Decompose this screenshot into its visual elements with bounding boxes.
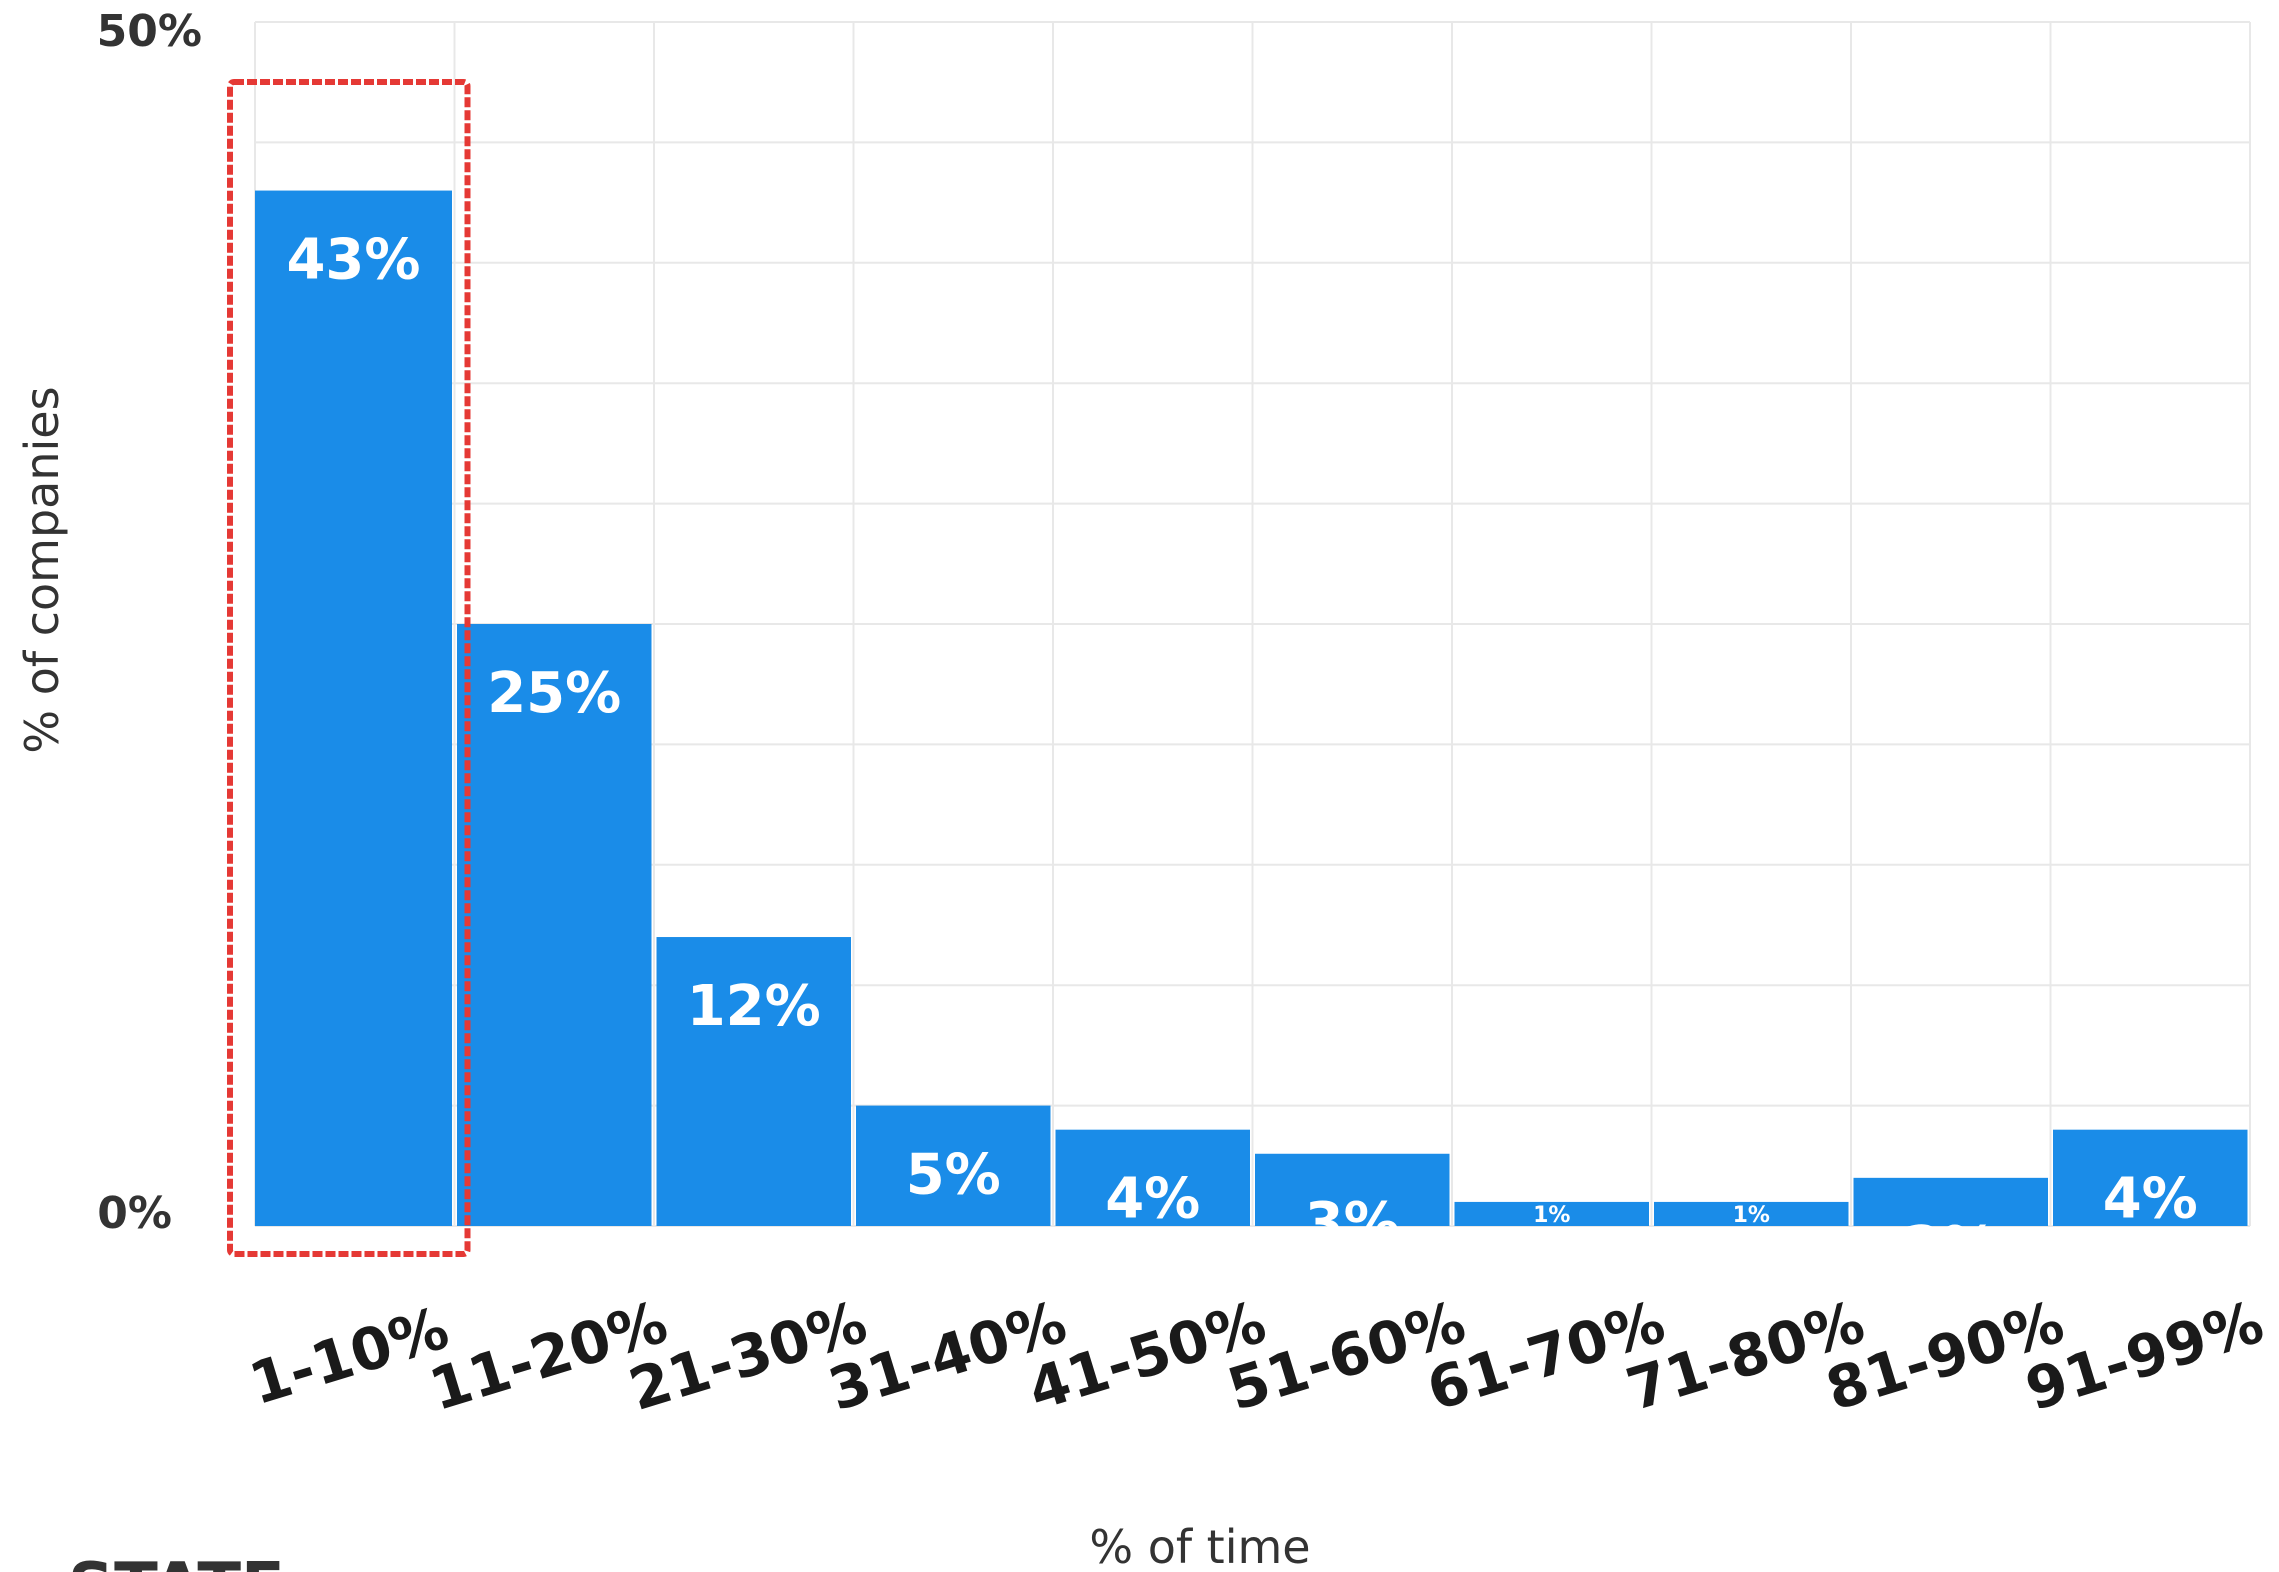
- y-axis-title: % of companies: [15, 386, 69, 753]
- bar-61-70%: [1454, 1201, 1649, 1226]
- bar-value-label-41-50%: 4%: [1105, 1167, 1200, 1232]
- x-tick-label-1-10%: 1-10%: [242, 1294, 456, 1418]
- bar-81-90%: [1853, 1177, 2048, 1226]
- x-tick-labels: 1-10%11-20%21-30%31-40%41-50%51-60%61-70…: [242, 1288, 2271, 1424]
- bar-31-40%: [856, 1105, 1051, 1226]
- highlight-box: [227, 79, 471, 1257]
- footer-partial-text: STATE: [68, 1550, 285, 1572]
- bar-value-label-71-80%: 1%: [1733, 1203, 1770, 1228]
- bar-71-80%: [1654, 1201, 1849, 1226]
- y-tick-label-max: 50%: [97, 6, 202, 57]
- bar-11-20%: [457, 624, 652, 1226]
- bar-value-label-91-99%: 4%: [2103, 1167, 2198, 1232]
- bar-value-label-11-20%: 25%: [487, 661, 621, 726]
- y-tick-label-min: 0%: [97, 1188, 172, 1239]
- bar-51-60%: [1255, 1153, 1450, 1226]
- bars-group: 43% 25% 12% 5% 4% 3% 1% 1% 2% 4%: [255, 190, 2248, 1280]
- bar-value-label-1-10%: 43%: [286, 228, 420, 293]
- bar-value-label-51-60%: 3%: [1305, 1191, 1400, 1256]
- highlight-box-group: [227, 79, 471, 1257]
- bar-1-10%: [255, 190, 452, 1226]
- bar-value-label-81-90%: 2%: [1903, 1215, 1998, 1280]
- bar-value-label-21-30%: 12%: [687, 974, 821, 1039]
- bar-41-50%: [1055, 1129, 1250, 1226]
- bar-value-label-61-70%: 1%: [1533, 1203, 1570, 1228]
- bar-value-label-31-40%: 5%: [906, 1143, 1001, 1208]
- bar-21-30%: [656, 937, 851, 1226]
- x-axis-title: % of time: [1089, 1520, 1310, 1572]
- bar-91-99%: [2053, 1129, 2248, 1226]
